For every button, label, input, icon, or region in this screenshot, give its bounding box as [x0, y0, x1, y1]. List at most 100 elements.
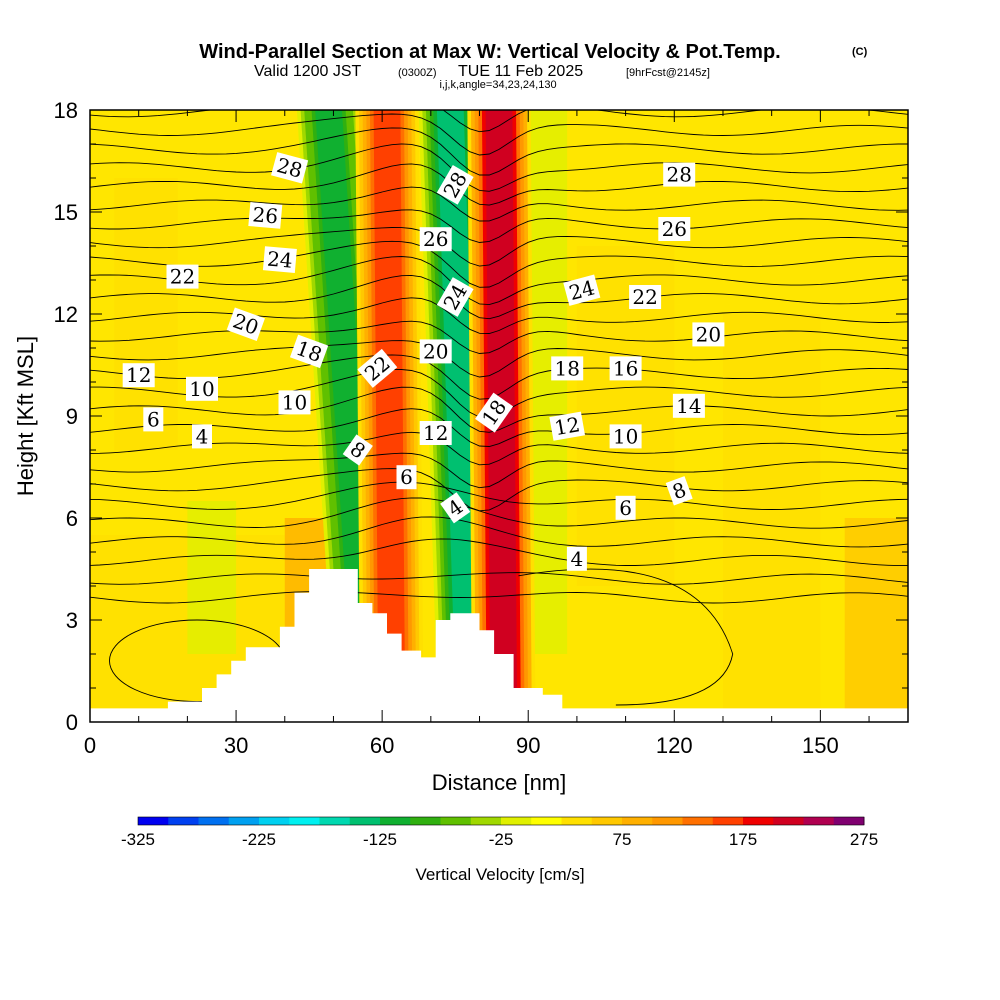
isentrope-label-26: 18	[551, 356, 584, 381]
isentrope-label-bg	[186, 376, 218, 401]
terrain-mask	[90, 569, 908, 722]
isentrope-label-23: 20	[692, 322, 725, 347]
isentrope-label-text: 18	[554, 356, 579, 380]
isentrope-label-27: 16	[609, 356, 642, 381]
colorbar-swatch-1	[168, 817, 199, 825]
isentrope-label-bg	[278, 390, 311, 415]
isentrope-label-2: 24	[262, 246, 297, 273]
colorbar-swatch-9	[410, 817, 441, 825]
colorbar-label: Vertical Velocity [cm/s]	[415, 865, 584, 884]
isentrope-label-text: 6	[619, 496, 632, 520]
isentrope-line-8	[90, 481, 908, 510]
isentrope-line-23	[90, 209, 908, 243]
isentrope-line-19	[90, 274, 908, 320]
isentrope-label-bg	[419, 339, 452, 364]
isentrope-label-text: 12	[553, 412, 582, 440]
isentrope-label-bg	[658, 217, 691, 241]
isentrope-label-bg	[396, 465, 417, 490]
isentrope-label-text: 4	[571, 547, 584, 571]
isentrope-label-text: 10	[613, 424, 638, 448]
isentrope-label-29: 12	[549, 411, 586, 441]
y-tick-label: 3	[66, 608, 78, 633]
isentrope-label-text: 24	[266, 247, 293, 273]
isentrope-label-text: 10	[282, 390, 307, 414]
isentrope-label-9: 6	[143, 407, 164, 432]
isentrope-lines	[90, 93, 908, 706]
isentrope-line-15	[90, 354, 908, 400]
colorbar-frame	[137, 816, 865, 826]
isentrope-line-16	[90, 340, 908, 378]
isentrope-line-28	[90, 113, 908, 156]
colorbar-swatch-19	[712, 817, 744, 825]
isentrope-label-bg	[357, 348, 398, 388]
isentrope-line-9	[90, 468, 908, 512]
isentrope-label-text: 6	[400, 465, 413, 489]
isentrope-label-text: 28	[666, 163, 691, 187]
isentrope-line-6	[90, 516, 908, 548]
terrain-group	[90, 569, 908, 722]
isentrope-label-bg	[692, 322, 725, 347]
isentrope-label-bg	[342, 434, 373, 466]
isentrope-label-24: 28	[663, 162, 696, 187]
isentrope-label-bg	[665, 476, 693, 506]
colorbar-swatch-0	[138, 817, 169, 825]
isentrope-line-30	[90, 93, 908, 109]
colorbar-swatch-17	[652, 817, 683, 825]
colorbar-swatch-10	[440, 817, 472, 825]
isentrope-label-22: 22	[629, 285, 662, 309]
isentrope-label-3: 22	[166, 264, 199, 289]
velocity-band-1-layer-1	[373, 110, 406, 722]
isentrope-label-bg	[551, 356, 584, 381]
isentrope-label-text: 6	[147, 407, 160, 431]
isentrope-label-17: 20	[419, 339, 452, 364]
colorbar-swatch-5	[289, 817, 320, 825]
isentrope-label-bg	[143, 407, 164, 432]
valid-date: TUE 11 Feb 2025	[458, 63, 583, 80]
colorbar-tick-label: -125	[363, 830, 397, 849]
x-tick-label: 30	[224, 733, 248, 758]
isentrope-label-32: 6	[615, 495, 636, 520]
y-tick-label: 6	[66, 506, 78, 531]
colorbar: -325 -225 -125 -25 75 175 275	[121, 816, 878, 849]
isentrope-label-text: 26	[252, 202, 279, 228]
isentrope-label-bg	[262, 246, 297, 273]
isentrope-line-11	[90, 431, 908, 466]
isentrope-line-13	[90, 386, 908, 433]
colorbar-swatch-15	[591, 817, 623, 825]
isentrope-label-30: 10	[609, 424, 642, 449]
isentrope-label-6: 12	[122, 363, 155, 388]
isentrope-label-28: 14	[672, 393, 705, 418]
isentrope-label-bg	[440, 492, 471, 524]
isentrope-label-bg	[289, 334, 329, 369]
isentrope-label-1: 26	[248, 202, 283, 229]
x-tick-label: 60	[370, 733, 394, 758]
isentrope-label-text: 12	[423, 421, 448, 445]
isentrope-label-bg	[563, 274, 601, 306]
colorbar-swatch-2	[198, 817, 230, 825]
isentrope-line-4	[90, 572, 908, 585]
isentrope-line-27	[90, 127, 908, 176]
y-axis-label: Height [Kft MSL]	[13, 336, 38, 496]
colorbar-swatch-4	[259, 817, 290, 825]
isentrope-line-5	[90, 538, 908, 567]
isentrope-line-22	[90, 227, 908, 267]
valid-time-prefix: Valid 1200 JST	[254, 63, 362, 80]
isentrope-label-bg	[629, 285, 662, 309]
velocity-patch-7	[187, 501, 237, 654]
isentrope-line-18	[90, 297, 908, 334]
isentrope-label-31: 8	[665, 476, 693, 506]
isentrope-label-text: 22	[632, 285, 657, 309]
isentrope-closed-right	[518, 568, 734, 706]
isentrope-label-bg	[271, 152, 309, 184]
isentrope-label-bg	[436, 277, 474, 317]
colorbar-swatch-20	[743, 817, 774, 825]
isentrope-line-10	[90, 452, 908, 489]
copyright-mark: (C)	[852, 46, 868, 58]
velocity-patch-3	[722, 314, 821, 722]
colorbar-swatch-14	[561, 817, 593, 825]
forecast-info: [9hrFcst@2145z]	[626, 67, 710, 79]
colorbar-tick-label: 275	[850, 830, 878, 849]
isentrope-label-bg	[549, 411, 586, 441]
